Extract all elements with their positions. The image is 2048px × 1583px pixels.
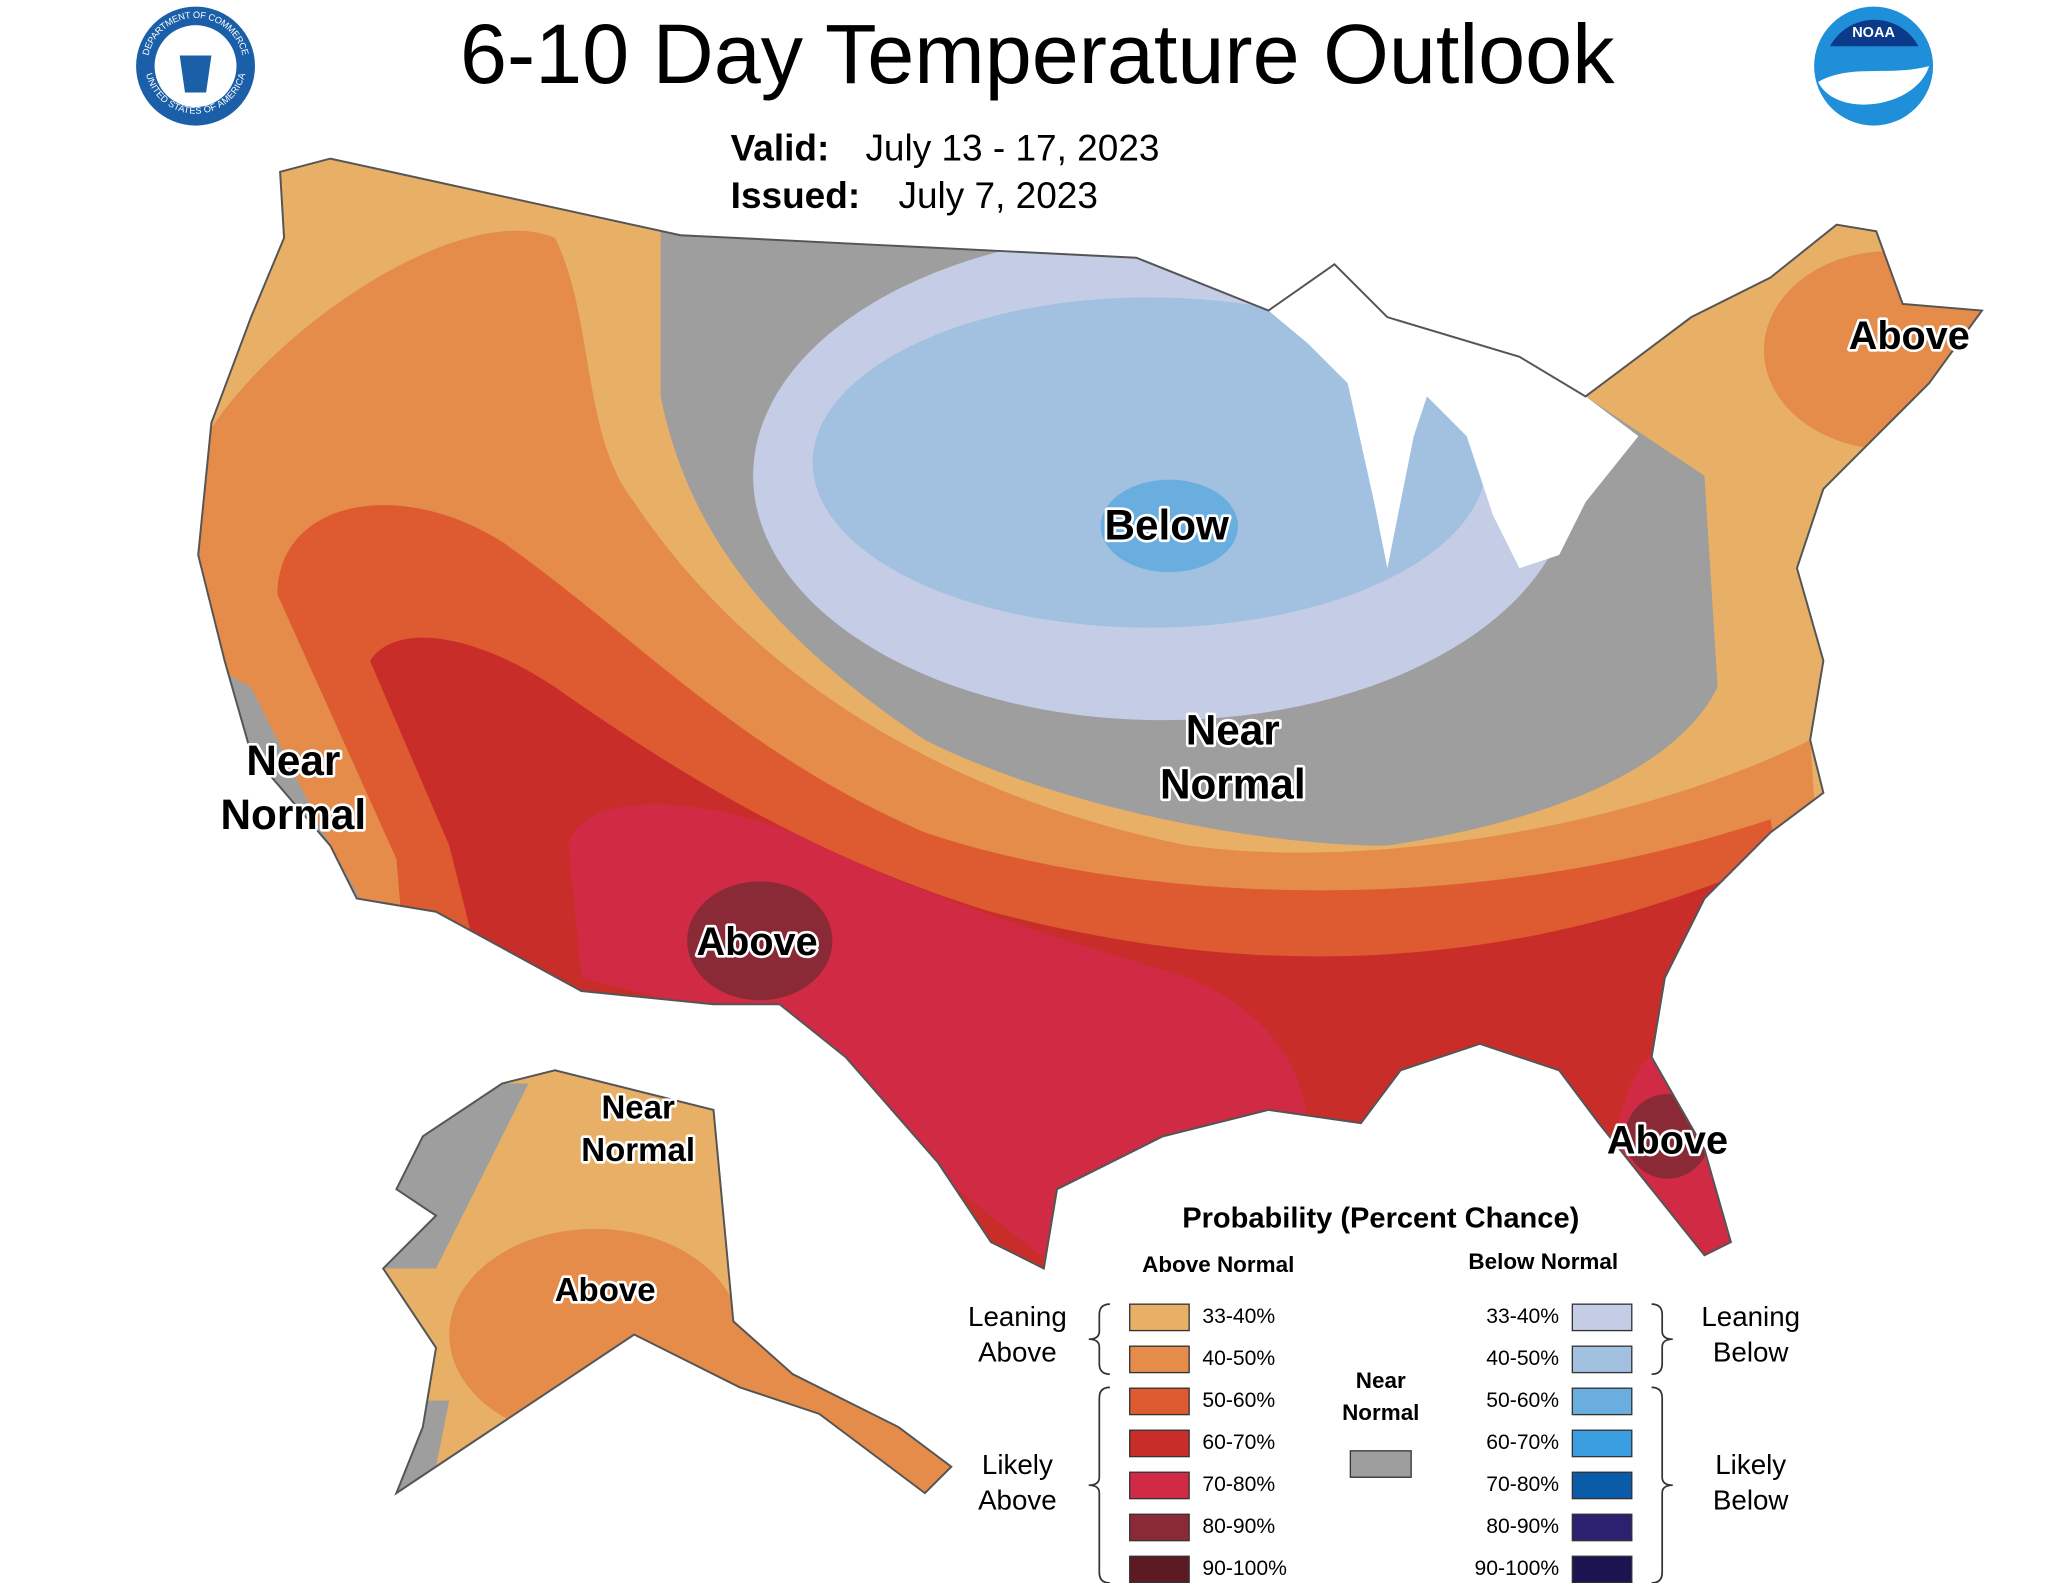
legend-heading: Near	[1356, 1368, 1406, 1393]
map-label: Above	[555, 1271, 656, 1308]
legend-swatch	[1571, 1555, 1633, 1583]
region	[449, 1228, 740, 1441]
legend-label: 80-90%	[1202, 1515, 1275, 1538]
map-label: Above	[697, 920, 818, 964]
conus-outline	[197, 157, 1984, 1270]
region	[812, 297, 1487, 628]
legend-group: Above	[978, 1337, 1057, 1368]
legend-swatch	[1129, 1303, 1190, 1332]
legend-label: 60-70%	[1202, 1431, 1275, 1454]
legend-label: 70-80%	[1202, 1473, 1275, 1496]
legend-group: Above	[978, 1485, 1057, 1516]
legend-title: Probability (Percent Chance)	[1182, 1202, 1579, 1234]
great-lakes	[1268, 264, 1639, 569]
legend-label: 90-100%	[1202, 1557, 1287, 1580]
legend-group: Below	[1713, 1337, 1790, 1368]
map-label: Normal	[221, 791, 367, 838]
noaa-bird	[1818, 66, 1930, 105]
issued-date: July 7, 2023	[898, 175, 1097, 216]
legend-swatch	[1571, 1387, 1633, 1416]
title: 6-10 Day Temperature Outlook	[460, 6, 1615, 101]
legend-swatch	[1571, 1471, 1633, 1500]
region	[383, 1400, 450, 1494]
seal-shield	[179, 55, 212, 93]
noaa-top	[1829, 19, 1919, 47]
legend-brace	[1651, 1303, 1673, 1376]
valid-date: July 13 - 17, 2023	[865, 127, 1159, 168]
legend-swatch	[1571, 1345, 1633, 1374]
legend-brace	[1088, 1386, 1110, 1583]
noaa-logo	[1814, 6, 1934, 126]
legend-swatch	[1129, 1513, 1190, 1542]
legend-swatch	[1129, 1555, 1190, 1583]
legend-label: 80-90%	[1486, 1515, 1559, 1538]
map-label: Below	[1104, 502, 1229, 549]
map-label: Normal	[581, 1131, 695, 1168]
legend-heading: Above Normal	[1142, 1252, 1294, 1277]
legend-swatch	[1129, 1429, 1190, 1458]
region	[713, 1321, 952, 1494]
legend-brace	[1651, 1386, 1673, 1583]
map-label: Above	[1607, 1118, 1728, 1162]
issued-label: Issued:	[731, 175, 860, 216]
legend-group: Below	[1713, 1485, 1790, 1516]
map-label: Above	[1849, 314, 1970, 358]
legend-label: 40-50%	[1486, 1347, 1559, 1370]
legend-label: 70-80%	[1486, 1473, 1559, 1496]
legend-label: 90-100%	[1475, 1557, 1560, 1580]
legend-group: Leaning	[1701, 1301, 1800, 1332]
commerce-seal	[136, 6, 256, 126]
legend-swatch	[1129, 1471, 1190, 1500]
legend-swatch	[1571, 1303, 1633, 1332]
region	[687, 881, 833, 1001]
map-label: Near	[601, 1089, 675, 1126]
map-label: Near	[246, 737, 340, 784]
legend-swatch	[1349, 1450, 1412, 1478]
map-label: Near	[1186, 707, 1280, 754]
region	[1611, 1037, 1758, 1269]
legend-group: Likely	[982, 1449, 1053, 1480]
valid-label: Valid:	[731, 127, 830, 168]
legend-group: Likely	[1715, 1449, 1786, 1480]
legend-label: 60-70%	[1486, 1431, 1559, 1454]
legend-swatch	[1571, 1513, 1633, 1542]
legend-brace	[1088, 1303, 1110, 1376]
legend-label: 33-40%	[1202, 1305, 1275, 1328]
legend-label: 40-50%	[1202, 1347, 1275, 1370]
legend-swatch	[1129, 1345, 1190, 1374]
legend-label: 50-60%	[1202, 1389, 1275, 1412]
legend-heading: Below Normal	[1468, 1249, 1618, 1274]
legend-label: 33-40%	[1486, 1305, 1559, 1328]
alaska-outline	[381, 1069, 953, 1496]
noaa-text: NOAA	[1852, 25, 1895, 41]
legend-swatch	[1129, 1387, 1190, 1416]
region	[1100, 479, 1239, 573]
legend-heading: Normal	[1342, 1400, 1419, 1425]
map-label: Normal	[1160, 761, 1306, 808]
legend-label: 50-60%	[1486, 1389, 1559, 1412]
legend-group: Leaning	[968, 1301, 1067, 1332]
legend-swatch	[1571, 1429, 1633, 1458]
